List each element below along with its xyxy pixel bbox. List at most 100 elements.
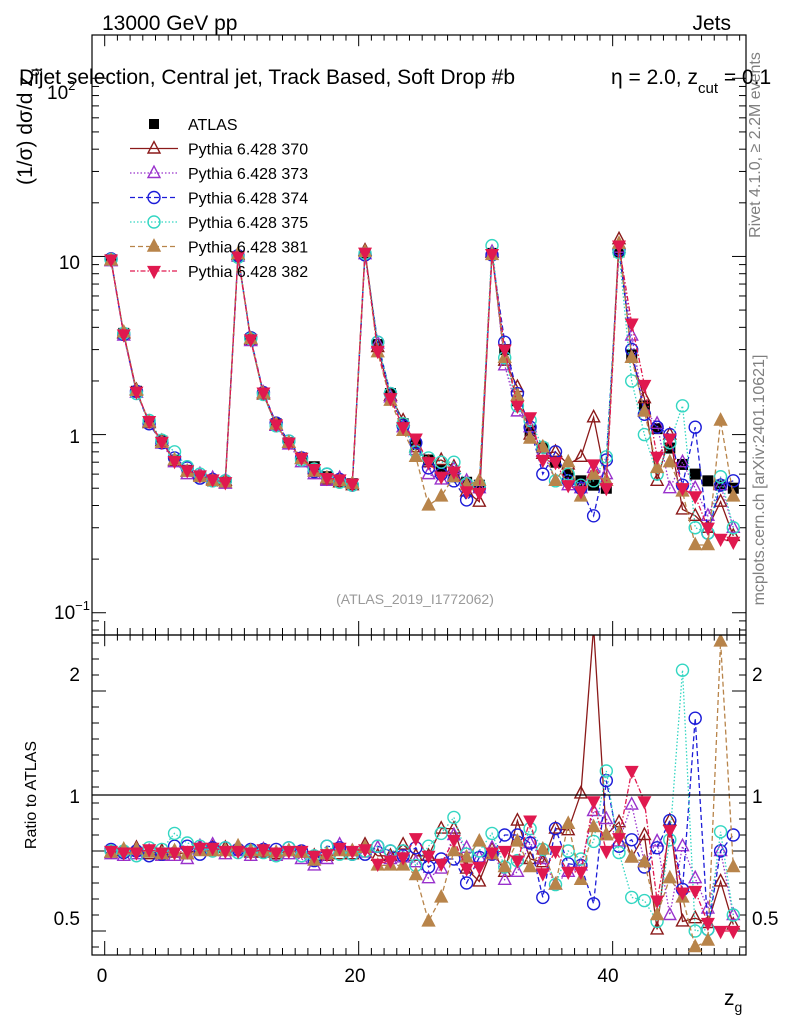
point-pythia-6-428-382-27: [446, 466, 461, 480]
ratio-point-pythia-6-428-382-39: [599, 845, 614, 860]
ratio-point-pythia-6-428-382-47: [700, 917, 715, 932]
ratio-point-pythia-6-428-374-48: [713, 844, 728, 858]
ratio-point-pythia-6-428-373-49: [726, 906, 741, 921]
point-pythia-6-428-382-3: [142, 416, 157, 430]
ratio-line-pythia-6-428-370: [110, 635, 734, 930]
point-pythia-6-428-381-32: [510, 387, 525, 402]
y-tick-label-1: 1: [69, 427, 80, 448]
point-pythia-6-428-382-12: [256, 387, 271, 401]
ratio-point-pythia-6-428-381-27: [446, 842, 462, 857]
ratio-point-pythia-6-428-370-45: [675, 912, 690, 927]
point-pythia-6-428-382-9: [218, 477, 233, 491]
ratio-point-pythia-6-428-382-26: [434, 858, 449, 872]
point-pythia-6-428-382-22: [383, 393, 398, 407]
point-pythia-6-428-382-24: [408, 433, 423, 447]
ratio-point-pythia-6-428-382-16: [307, 850, 322, 864]
legend: ATLAS Pythia 6.428 370 Pythia 6.428 373 Pyt…: [130, 117, 308, 281]
point-pythia-6-428-381-42: [637, 402, 652, 417]
ratio-point-pythia-6-428-373-41: [624, 796, 639, 810]
ratio-point-pythia-6-428-375-41: [625, 890, 639, 905]
legend-marker-pythia-6-428-381: [146, 238, 162, 252]
y-tick-exp-100: 2: [68, 78, 75, 93]
rivet-label: Rivet 4.1.0, ≥ 2.2M events: [747, 52, 764, 238]
y-tick-label-100: 102: [47, 78, 75, 104]
legend-label-pythia-6-428-381: Pythia 6.428 381: [188, 240, 308, 257]
legend-entry-pythia-6-428-382: Pythia 6.428 382: [130, 264, 308, 281]
point-pythia-6-428-370-46: [688, 507, 703, 522]
ratio-point-pythia-6-428-382-20: [358, 844, 373, 858]
point-pythia-6-428-373-49: [726, 519, 741, 533]
ratio-point-pythia-6-428-375-21: [371, 839, 385, 853]
ratio-point-pythia-6-428-374-43: [650, 841, 664, 855]
point-pythia-6-428-381-46: [688, 536, 703, 551]
axis-ticks: [92, 35, 746, 955]
ratio-point-pythia-6-428-373-39: [599, 810, 614, 825]
point-pythia-6-428-382-47: [700, 522, 715, 536]
ratio-point-pythia-6-428-382-45: [675, 887, 690, 901]
ratio-point-pythia-6-428-375-42: [637, 893, 652, 908]
ratio-point-pythia-6-428-373-31: [497, 871, 512, 885]
ratio-point-pythia-6-428-382-8: [205, 842, 220, 856]
point-pythia-6-428-382-2: [129, 386, 144, 400]
point-pythia-6-428-382-13: [269, 419, 284, 433]
ratio-point-pythia-6-428-373-44: [662, 906, 677, 921]
ratio-point-pythia-6-428-382-0: [104, 845, 119, 860]
ratio-point-pythia-6-428-382-30: [485, 847, 500, 861]
x-tick-label-0: 0: [97, 966, 108, 987]
point-pythia-6-428-381-48: [713, 412, 728, 426]
ratio-point-pythia-6-428-382-17: [319, 849, 334, 863]
ratio-point-pythia-6-428-382-34: [535, 868, 550, 882]
legend-marker-atlas: [149, 119, 159, 129]
ratio-point-pythia-6-428-382-31: [497, 845, 512, 860]
point-pythia-6-428-375-48: [713, 470, 728, 484]
point-atlas-47: [702, 475, 714, 487]
y-tick-exp-0.1: −1: [75, 598, 90, 613]
point-pythia-6-428-382-29: [472, 487, 487, 502]
x-axis-label-text: z: [724, 987, 735, 1010]
point-pythia-6-428-382-40: [612, 240, 627, 254]
ratio-point-pythia-6-428-374-41: [625, 833, 639, 847]
ratio-point-pythia-6-428-382-29: [472, 861, 487, 876]
point-pythia-6-428-382-8: [205, 474, 220, 488]
ratio-point-pythia-6-428-375-5: [167, 826, 182, 841]
ratio-point-pythia-6-428-375-48: [713, 825, 728, 839]
ratio-point-pythia-6-428-370-24: [408, 847, 423, 861]
ratio-point-pythia-6-428-370-38: [588, 620, 600, 631]
ratio-point-pythia-6-428-370-44: [662, 812, 677, 826]
point-pythia-6-428-382-5: [167, 455, 182, 470]
ratio-point-pythia-6-428-382-18: [332, 842, 347, 856]
ratio-point-pythia-6-428-375-37: [574, 852, 588, 866]
point-pythia-6-428-373-44: [662, 479, 677, 494]
ratio-series-pythia-6-428-374: [104, 711, 741, 937]
ratio-plot-area: [103, 620, 741, 953]
ratio-point-pythia-6-428-374-46: [688, 711, 702, 725]
point-pythia-6-428-374-49: [726, 474, 741, 488]
ratio-point-pythia-6-428-381-34: [535, 840, 550, 855]
ratio-point-pythia-6-428-382-42: [637, 796, 652, 810]
series-line-pythia-6-428-373: [110, 247, 734, 528]
legend-entry-pythia-6-428-374: Pythia 6.428 374: [130, 191, 308, 208]
ratio-point-pythia-6-428-382-38: [586, 796, 601, 810]
ratio-point-pythia-6-428-370-48: [713, 872, 728, 887]
ratio-point-pythia-6-428-375-26: [434, 826, 448, 841]
point-pythia-6-428-382-45: [675, 483, 690, 497]
ratio-point-pythia-6-428-374-34: [536, 890, 550, 905]
ratio-point-pythia-6-428-381-43: [649, 906, 665, 921]
point-pythia-6-428-382-16: [307, 464, 322, 478]
ratio-line-pythia-6-428-381: [110, 641, 734, 948]
ratio-point-pythia-6-428-381-31: [497, 858, 512, 873]
ratio-point-pythia-6-428-382-6: [180, 845, 195, 860]
point-pythia-6-428-382-7: [192, 470, 207, 484]
point-pythia-6-428-375-39: [599, 450, 614, 464]
point-pythia-6-428-382-28: [459, 486, 474, 500]
point-pythia-6-428-370-37: [573, 448, 589, 463]
point-pythia-6-428-382-23: [396, 422, 411, 436]
title-cut-value: = 0.1: [718, 66, 771, 89]
ratio-point-pythia-6-428-382-43: [650, 895, 665, 909]
legend-marker-pythia-6-428-373: [146, 164, 162, 179]
point-pythia-6-428-382-30: [485, 249, 500, 263]
ratio-tick-left-0.5: 0.5: [54, 909, 80, 930]
point-pythia-6-428-382-36: [561, 480, 576, 494]
ratio-point-pythia-6-428-381-36: [561, 815, 576, 829]
